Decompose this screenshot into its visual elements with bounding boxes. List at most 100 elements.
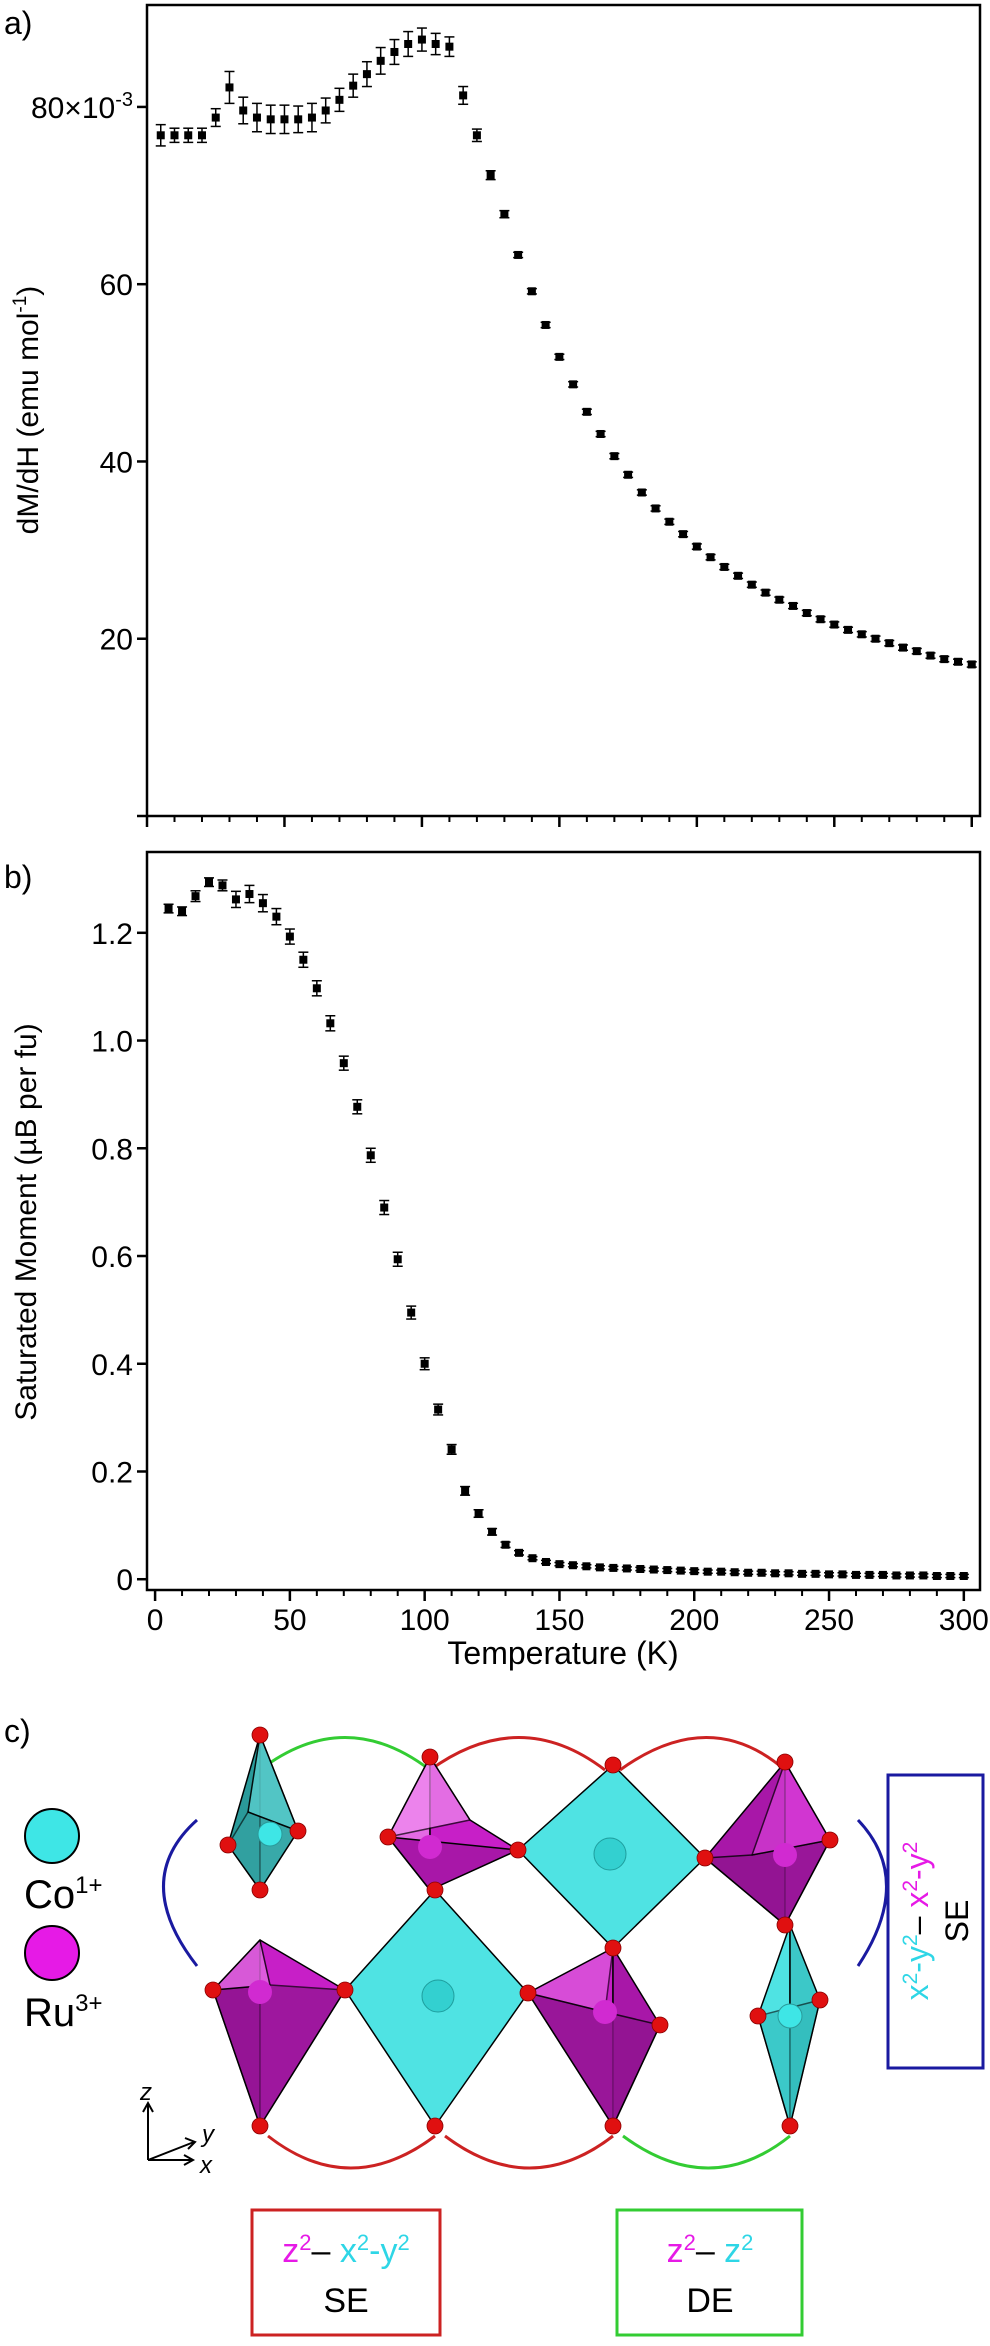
co-atom-4	[777, 2003, 803, 2029]
data-point	[878, 1570, 887, 1579]
oxygen-atom	[251, 1881, 269, 1899]
data-point	[676, 1566, 685, 1575]
oxygen-atom	[289, 1822, 307, 1840]
data-point	[299, 955, 308, 964]
y-tick-label: 1.0	[91, 1026, 133, 1059]
data-point	[555, 352, 564, 361]
data-point	[459, 91, 468, 100]
panel-a-frame	[145, 3, 982, 818]
data-point	[272, 912, 281, 921]
co-octahedron-bottom-4	[757, 1924, 821, 2127]
panel-b-x-axis-label: Temperature (K)	[447, 1635, 678, 1671]
arc-se-right	[856, 1818, 888, 1967]
data-point	[734, 571, 743, 580]
data-point	[380, 1203, 389, 1212]
data-point	[197, 131, 206, 140]
data-point	[582, 1562, 591, 1571]
data-point	[967, 660, 976, 669]
data-point	[474, 1509, 483, 1518]
data-point	[501, 1540, 510, 1549]
data-point	[885, 639, 894, 648]
ru-atom-4	[593, 2000, 617, 2024]
oxygen-atom	[821, 1831, 839, 1849]
data-point	[218, 881, 227, 890]
x-tick-label: 100	[400, 1604, 450, 1637]
data-point	[946, 1571, 955, 1580]
data-point	[865, 1570, 874, 1579]
y-axis-label: y	[200, 2121, 216, 2148]
arc-se-top-right	[619, 1736, 786, 1772]
panel-a-y-axis-label: dM/dH (emu mol-1)	[10, 286, 45, 535]
data-point	[595, 1563, 604, 1572]
panel-b-x-axis: 0 50 100 150 200 250 300	[147, 1590, 989, 1637]
data-point	[431, 39, 440, 48]
data-point	[747, 580, 756, 589]
data-point	[184, 131, 193, 140]
panel-b-frame	[145, 850, 982, 1592]
data-point	[335, 95, 344, 104]
data-point	[905, 1571, 914, 1580]
oxygen-atom	[251, 2117, 269, 2135]
panel-a-y-axis: 20 40 60 80×10-3	[31, 89, 147, 818]
panel-b-data-points	[163, 877, 969, 1580]
data-point	[775, 595, 784, 604]
data-point	[245, 890, 254, 899]
data-point	[610, 452, 619, 461]
oxygen-atom	[781, 2117, 799, 2135]
data-point	[851, 1570, 860, 1579]
ru-atom-3	[248, 1980, 272, 2004]
data-point	[569, 380, 578, 389]
panel-b-y-axis-label: Saturated Moment (µB per fu)	[10, 1023, 43, 1420]
oxygen-atom	[651, 2016, 669, 2034]
data-point	[366, 1151, 375, 1160]
data-point	[825, 1570, 834, 1579]
se-box-right-type: SE	[939, 1900, 975, 1943]
data-point	[720, 562, 729, 571]
arc-de-bottom-right	[622, 2134, 791, 2170]
data-point	[596, 429, 605, 438]
panel-b-y-axis: 0 0.2 0.4 0.6 0.8 1.0 1.2	[91, 918, 147, 1597]
data-point	[170, 131, 179, 140]
oxygen-atom	[749, 2007, 767, 2025]
oxygen-atom	[219, 1836, 237, 1854]
data-point	[757, 1568, 766, 1577]
x-tick-label: 200	[669, 1604, 719, 1637]
data-point	[690, 1567, 699, 1576]
panel-c-structure: c) Co1+ Ru3+	[4, 1713, 985, 2337]
data-point	[789, 601, 798, 610]
data-point	[488, 1527, 497, 1536]
se-box-right: x2-y2– x2-y2 SE	[886, 1773, 985, 2070]
legend-co-label: Co1+	[24, 1872, 103, 1917]
data-point	[285, 932, 294, 941]
data-point	[164, 904, 173, 913]
y-tick-label: 0.4	[91, 1349, 133, 1382]
y-tick-label: 80×10-3	[31, 89, 133, 125]
oxygen-atom	[251, 1726, 269, 1744]
data-point	[892, 1571, 901, 1580]
panel-b-label: b)	[4, 859, 32, 895]
data-point	[266, 115, 275, 124]
data-point	[434, 1405, 443, 1414]
ru-octahedron-bottom-1	[212, 1939, 346, 2127]
se-box-bottom-orbitals: z2– x2-y2	[282, 2230, 409, 2270]
data-point	[294, 115, 303, 124]
y-tick-label: 40	[100, 446, 133, 479]
data-point	[940, 655, 949, 664]
data-point	[926, 651, 935, 660]
se-box-right-orbitals: x2-y2– x2-y2	[899, 1842, 935, 2001]
data-point	[811, 1569, 820, 1578]
panel-a-chart: a) 20 40 60 80×10-3 dM/dH (emu mol-1)	[4, 3, 982, 827]
ru-octahedron-top-1	[387, 1756, 519, 1891]
de-box: z2– z2 DE	[615, 2208, 804, 2337]
oxygen-atom	[426, 2117, 444, 2135]
data-point	[420, 1359, 429, 1368]
data-point	[515, 1548, 524, 1557]
panel-a-label: a)	[4, 5, 32, 41]
data-point	[622, 1564, 631, 1573]
data-point	[637, 488, 646, 497]
data-point	[472, 131, 481, 140]
data-point	[582, 407, 591, 416]
oxygen-atom	[811, 1991, 829, 2009]
y-axis-arrow	[147, 2141, 195, 2161]
